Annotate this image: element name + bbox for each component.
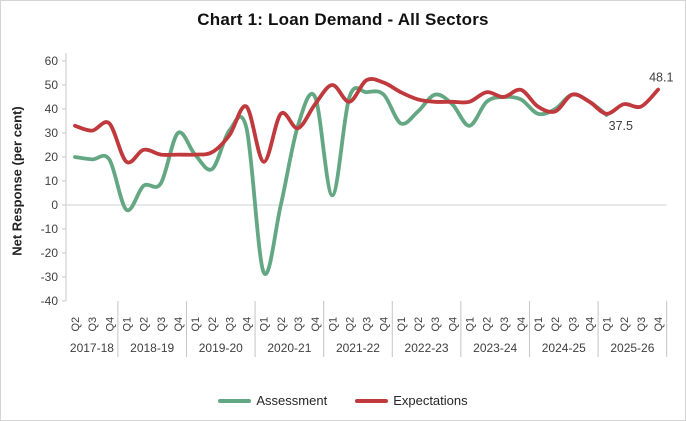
x-quarter-label: Q2 (550, 317, 562, 332)
y-tick-label: 50 (45, 78, 59, 92)
x-quarter-label: Q4 (379, 317, 391, 332)
x-quarter-label: Q1 (190, 317, 202, 332)
y-tick-label: 10 (45, 174, 59, 188)
x-quarter-label: Q1 (396, 317, 408, 332)
x-quarter-label: Q3 (430, 317, 442, 332)
x-quarter-label: Q3 (567, 317, 579, 332)
x-quarter-label: Q2 (139, 317, 151, 332)
y-tick-label: -40 (41, 294, 59, 308)
y-tick-label: 40 (45, 102, 59, 116)
x-quarter-label: Q3 (156, 317, 168, 332)
expectations-line (73, 77, 660, 165)
assessment-legend-label: Assessment (256, 393, 328, 408)
y-tick-label: 60 (45, 54, 59, 68)
assessment-line (73, 86, 609, 276)
x-year-label: 2024-25 (542, 341, 586, 355)
x-quarter-label: Q4 (447, 317, 459, 332)
x-quarter-label: Q3 (362, 317, 374, 332)
x-quarter-label: Q4 (653, 317, 665, 332)
x-quarter-label: Q4 (516, 317, 528, 332)
x-quarter-label: Q2 (344, 317, 356, 332)
y-tick-label: 30 (45, 126, 59, 140)
y-axis-title: Net Response (per cent) (9, 106, 25, 256)
x-quarter-label: Q4 (585, 317, 597, 332)
expectations-end-label: 48.1 (649, 71, 673, 85)
loan-demand-line-chart: 60 50 40 30 20 10 0 -10 -20 -30 -40 Q2 Q3 Q4 Q1 Q2 Q3 Q4 Q… (41, 53, 673, 357)
x-year-label: 2023-24 (473, 341, 517, 355)
x-quarter-label: Q3 (224, 317, 236, 332)
x-quarter-label: Q1 (259, 317, 271, 332)
x-quarter-label: Q3 (499, 317, 511, 332)
assessment-end-label: 37.5 (609, 119, 633, 133)
x-quarter-label: Q3 (293, 317, 305, 332)
x-quarter-label: Q4 (242, 317, 254, 332)
x-quarter-label: Q1 (327, 317, 339, 332)
x-year-label: 2021-22 (336, 341, 380, 355)
chart-title: Chart 1: Loan Demand - All Sectors (197, 10, 489, 29)
x-year-label: 2025-26 (610, 341, 654, 355)
x-year-label: 2017-18 (70, 341, 114, 355)
x-quarter-label: Q1 (464, 317, 476, 332)
y-tick-label: -30 (41, 270, 59, 284)
y-tick-label: 20 (45, 150, 59, 164)
x-quarter-label: Q2 (619, 317, 631, 332)
x-quarter-label: Q3 (636, 317, 648, 332)
x-quarter-label: Q2 (482, 317, 494, 332)
legend-item-assessment: Assessment (218, 393, 327, 408)
x-year-label: 2020-21 (267, 341, 311, 355)
expectations-line-swatch (355, 398, 389, 403)
x-quarter-label: Q1 (602, 317, 614, 332)
y-tick-label: -10 (41, 222, 59, 236)
x-quarter-label: Q2 (207, 317, 219, 332)
legend: Assessment Expectations (1, 393, 685, 408)
x-quarter-label: Q4 (104, 317, 116, 332)
x-quarter-label: Q4 (310, 317, 322, 332)
expectations-legend-label: Expectations (393, 393, 468, 408)
x-quarter-label: Q1 (121, 317, 133, 332)
x-quarter-label: Q2 (413, 317, 425, 332)
y-tick-label: 0 (51, 198, 58, 212)
assessment-line-swatch (218, 398, 252, 403)
x-quarter-label: Q3 (87, 317, 99, 332)
x-year-label: 2018-19 (130, 341, 174, 355)
x-quarter-label: Q1 (533, 317, 545, 332)
y-tick-label: -20 (41, 246, 59, 260)
x-quarter-label: Q4 (173, 317, 185, 332)
x-year-label: 2019-20 (199, 341, 243, 355)
x-quarter-label: Q2 (70, 317, 82, 332)
legend-item-expectations: Expectations (355, 393, 468, 408)
x-quarter-label: Q2 (276, 317, 288, 332)
x-year-label: 2022-23 (405, 341, 449, 355)
